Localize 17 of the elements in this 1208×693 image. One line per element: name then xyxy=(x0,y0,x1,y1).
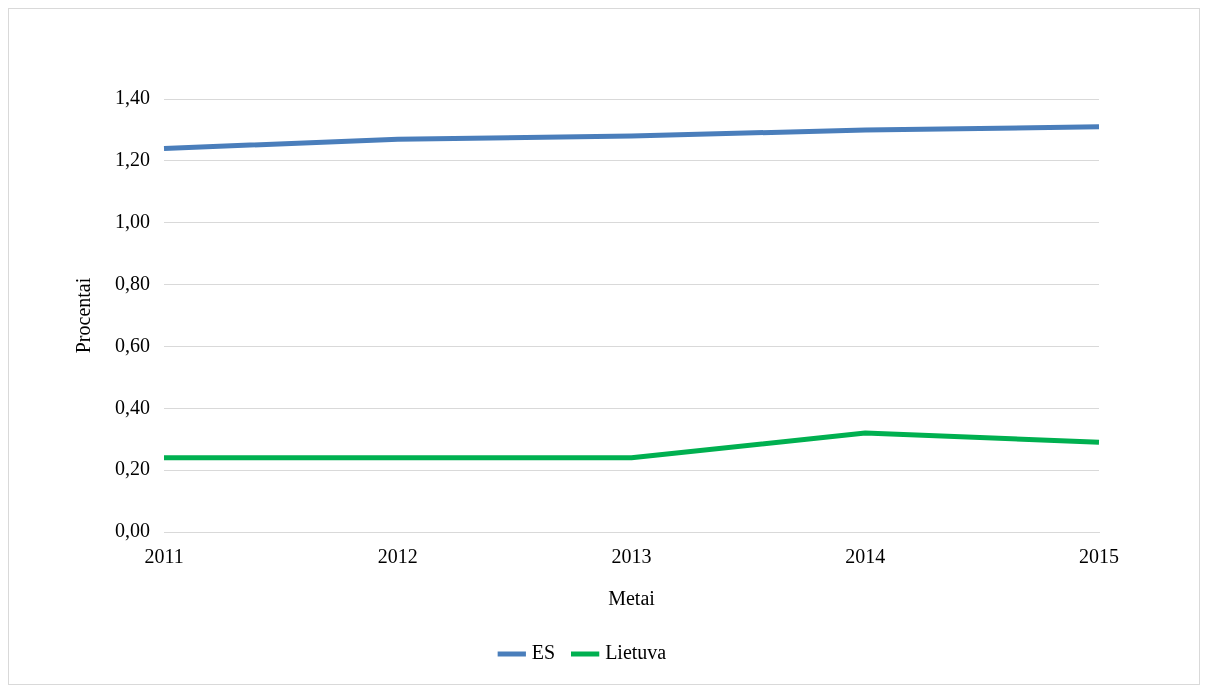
y-tick-label: 0,00 xyxy=(115,519,150,542)
y-axis-title: Procentai xyxy=(72,277,95,354)
x-tick-label: 2013 xyxy=(611,545,652,568)
y-tick-label: 0,60 xyxy=(115,333,150,356)
y-tick-label: 1,20 xyxy=(115,148,150,171)
y-tick-label: 0,40 xyxy=(115,395,150,418)
x-axis-title: Metai xyxy=(608,587,656,610)
x-tick-label: 2015 xyxy=(1079,545,1119,568)
x-tick-label: 2014 xyxy=(845,545,886,568)
y-tick-label: 0,80 xyxy=(115,271,150,294)
y-tick-label: 1,40 xyxy=(115,86,150,109)
x-tick-label: 2011 xyxy=(144,545,184,568)
x-tick-label: 2012 xyxy=(377,545,418,568)
y-tick-label: 0,20 xyxy=(115,457,150,480)
legend-label: ES xyxy=(531,641,556,664)
y-tick-label: 1,00 xyxy=(115,209,150,232)
legend-label: Lietuva xyxy=(605,641,667,664)
